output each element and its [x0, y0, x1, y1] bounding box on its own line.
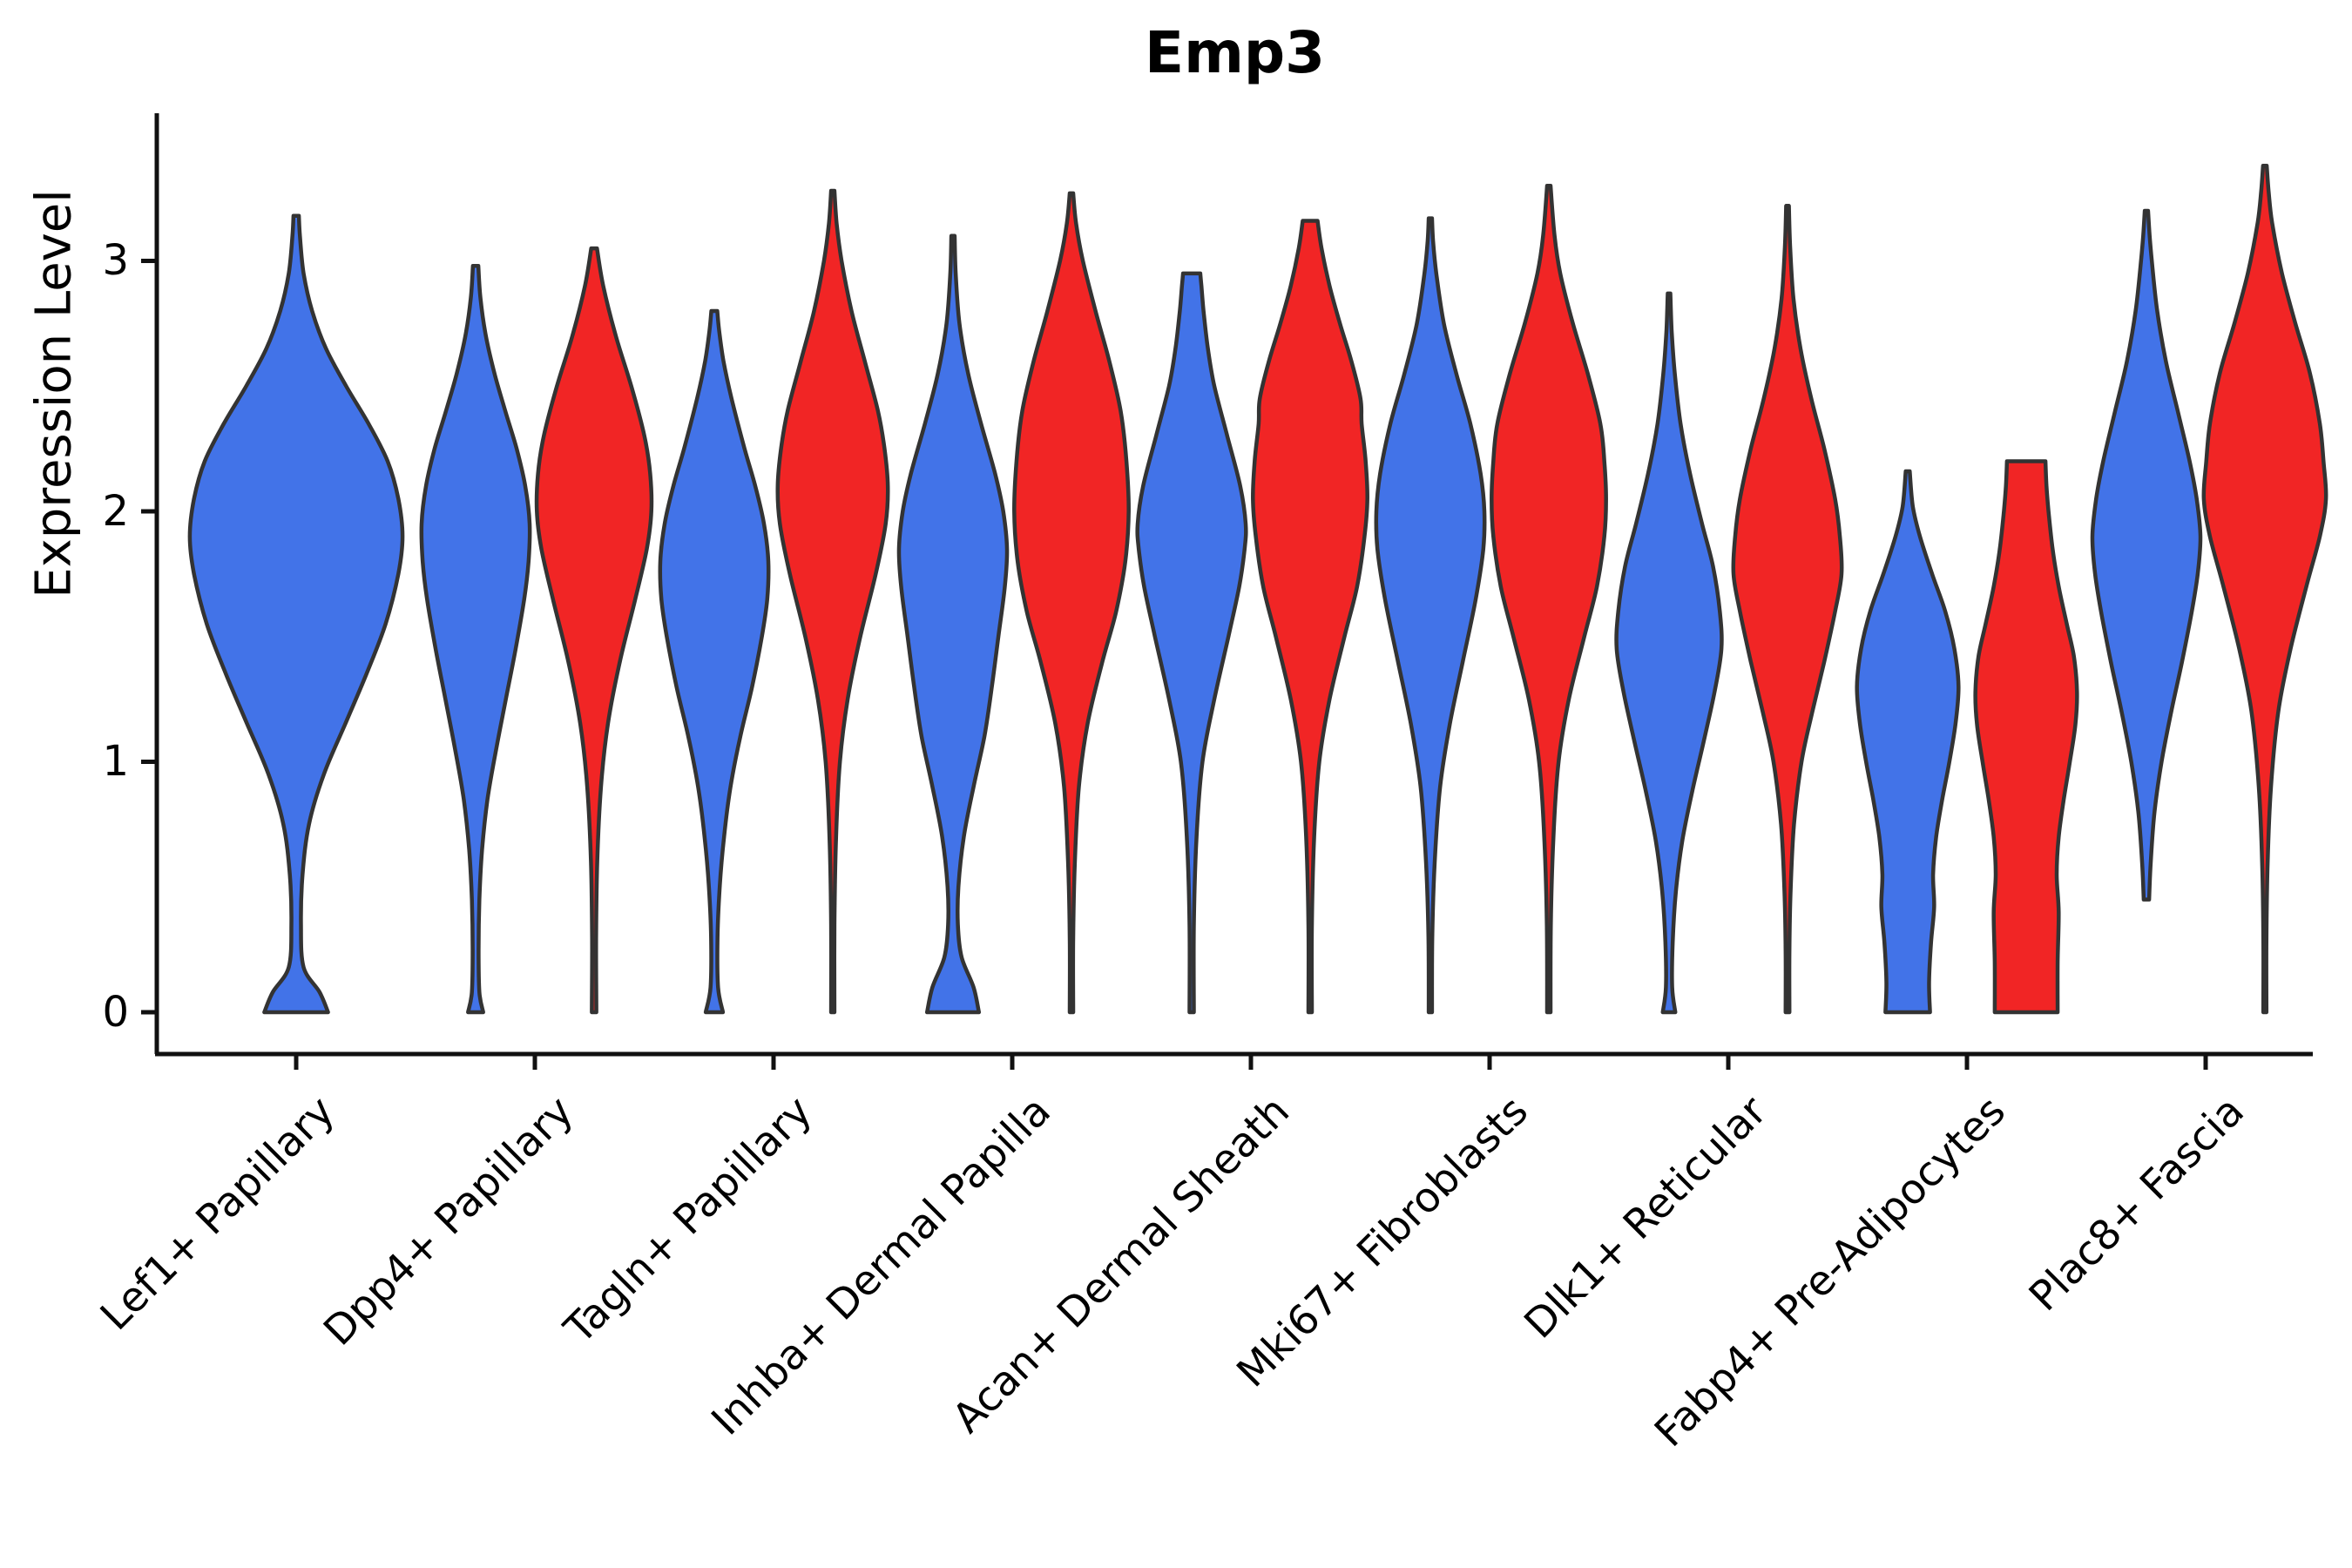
violin-2-blue [658, 308, 771, 1015]
violin-1-red [534, 246, 654, 1015]
violin-1-blue [419, 264, 532, 1015]
violin-6-blue [1614, 291, 1724, 1015]
y-tick-label-1: 1 [102, 737, 129, 786]
violin-4-red [1251, 219, 1369, 1015]
violin-0-blue [187, 213, 405, 1015]
violin-6-red [1731, 204, 1844, 1015]
violin-5-red [1490, 184, 1608, 1015]
violin-3-blue [896, 233, 1010, 1015]
y-tick-label-0: 0 [102, 988, 129, 1037]
y-tick-label-3: 3 [102, 236, 129, 285]
violin-2-red [775, 188, 890, 1015]
violin-5-blue [1374, 216, 1487, 1015]
violin-7-blue [1855, 469, 1961, 1015]
chart-title: Emp3 [1144, 19, 1326, 86]
violin-8-blue [2090, 208, 2203, 902]
violin-3-red [1012, 191, 1131, 1015]
violin-7-red [1973, 459, 2079, 1015]
violin-4-blue [1135, 271, 1248, 1015]
violin-8-red [2201, 164, 2328, 1015]
y-tick-label-2: 2 [102, 487, 129, 536]
